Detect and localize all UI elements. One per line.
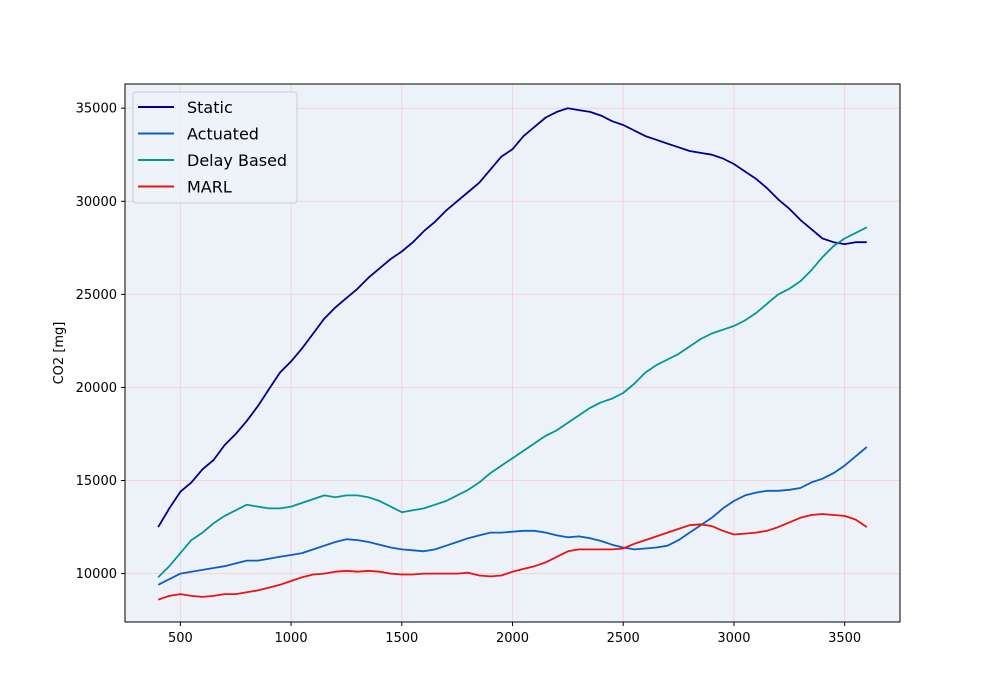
legend-box xyxy=(132,91,298,204)
axis-ticks: 500 1000 1500 2000 2500 3000 3500 10000 15000 200… xyxy=(76,102,862,646)
y-axis-label: CO2 [mg] xyxy=(52,322,67,385)
x-tick-label-6: 3500 xyxy=(828,631,861,646)
y-tick-label-2: 20000 xyxy=(76,381,117,396)
series-line-delay-based xyxy=(157,226,868,578)
grid xyxy=(125,84,900,622)
series-line-marl xyxy=(157,513,868,601)
x-tick-label-1: 1000 xyxy=(275,631,308,646)
legend-label-actuated: Actuated xyxy=(187,125,259,144)
legend-label-marl: MARL xyxy=(187,178,232,197)
y-tick-label-3: 25000 xyxy=(76,288,117,303)
legend-label-static: Static xyxy=(187,98,233,117)
y-tick-label-0: 10000 xyxy=(76,567,117,582)
series-line-actuated xyxy=(157,446,868,586)
legend: Static Actuated Delay Based MARL xyxy=(132,91,298,204)
y-tick-label-1: 15000 xyxy=(76,474,117,489)
x-tick-label-4: 2500 xyxy=(607,631,640,646)
y-tick-label-4: 30000 xyxy=(76,195,117,210)
x-tick-label-3: 2000 xyxy=(496,631,529,646)
y-tick-label-5: 35000 xyxy=(76,102,117,117)
x-tick-label-0: 500 xyxy=(168,631,193,646)
series-lines xyxy=(157,107,868,601)
series-line-static xyxy=(157,107,867,528)
x-tick-label-5: 3000 xyxy=(717,631,750,646)
x-tick-label-2: 1500 xyxy=(385,631,418,646)
legend-label-delay-based: Delay Based xyxy=(187,151,287,170)
